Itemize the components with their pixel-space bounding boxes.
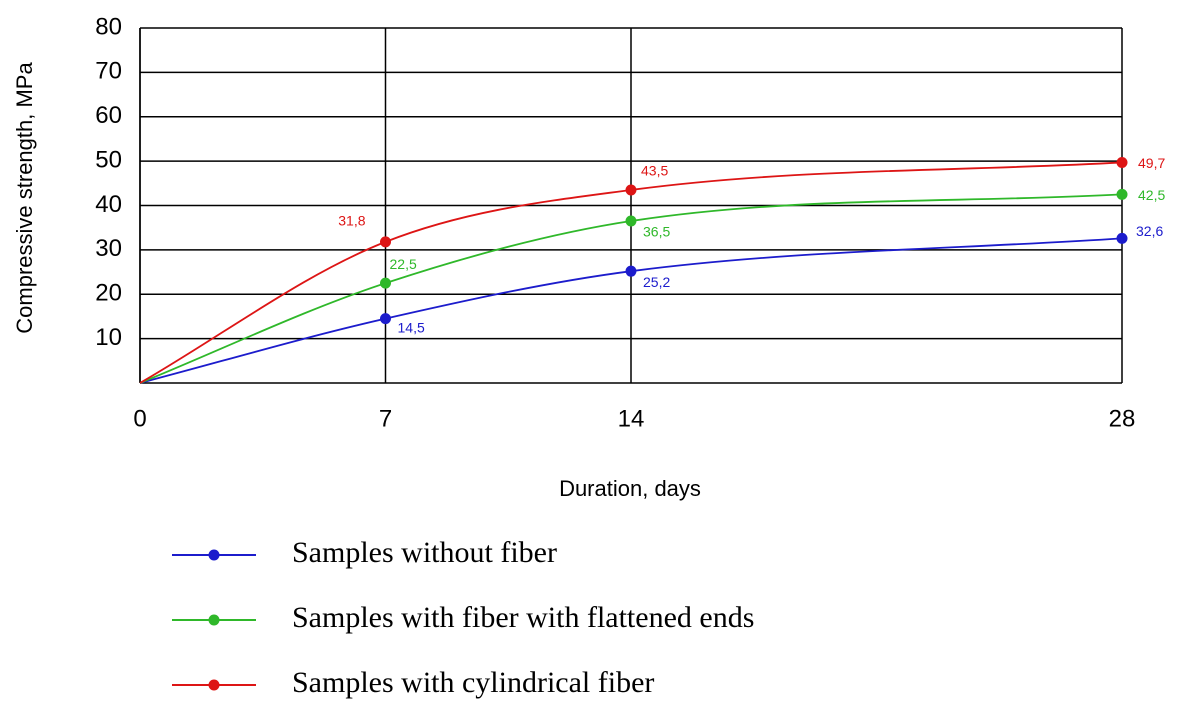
value-label: 22,5 <box>390 256 417 272</box>
data-point <box>625 265 637 277</box>
x-tick-label: 14 <box>618 405 645 432</box>
data-point <box>625 215 637 227</box>
data-point <box>380 277 391 289</box>
value-label: 14,5 <box>398 319 425 335</box>
legend-marker <box>208 614 220 626</box>
y-tick-label: 20 <box>95 280 122 307</box>
data-point <box>380 236 391 248</box>
y-tick-label: 30 <box>95 235 122 262</box>
y-tick-label: 50 <box>95 146 122 173</box>
value-label: 36,5 <box>643 224 670 240</box>
legend-marker <box>208 679 220 691</box>
x-tick-label: 0 <box>133 405 146 432</box>
value-label: 32,6 <box>1136 223 1163 239</box>
series-line <box>139 237 1123 384</box>
series-line <box>139 161 1123 384</box>
y-tick-label: 10 <box>95 324 122 351</box>
data-point <box>1116 232 1128 244</box>
y-tick-label: 60 <box>95 102 122 129</box>
data-point <box>1116 156 1128 168</box>
y-axis-title: Compressive strength, MPa <box>12 62 37 334</box>
data-point <box>380 313 391 325</box>
y-tick-label: 80 <box>95 13 122 40</box>
series-line <box>139 193 1123 384</box>
legend-label: Samples with cylindrical fiber <box>292 666 654 699</box>
value-label: 49,7 <box>1138 155 1165 171</box>
data-point <box>1116 188 1128 200</box>
value-label: 25,2 <box>643 274 670 290</box>
value-label: 42,5 <box>1138 187 1165 203</box>
y-tick-label: 70 <box>95 58 122 85</box>
y-tick-label: 40 <box>95 191 122 218</box>
legend-marker <box>208 549 220 561</box>
x-axis-title: Duration, days <box>559 476 701 501</box>
legend-label: Samples without fiber <box>292 536 557 569</box>
x-tick-label: 7 <box>379 405 392 432</box>
legend-label: Samples with fiber with flattened ends <box>292 601 754 634</box>
data-point <box>625 184 637 196</box>
value-label: 31,8 <box>338 213 365 229</box>
x-tick-label: 28 <box>1109 405 1136 432</box>
value-label: 43,5 <box>641 163 668 179</box>
